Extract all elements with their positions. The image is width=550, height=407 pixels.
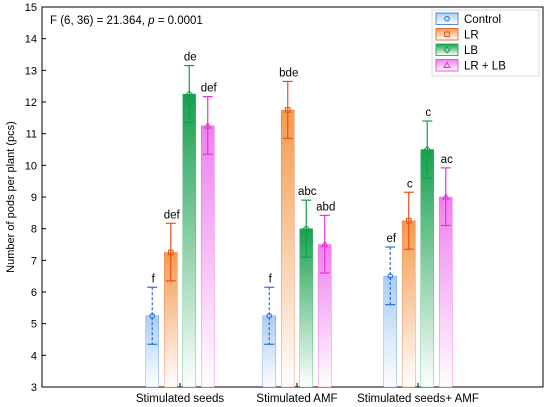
y-tick-label: 5	[31, 319, 37, 331]
significance-label: c	[407, 178, 413, 190]
legend-marker	[443, 61, 451, 68]
bar	[281, 109, 295, 388]
mean-marker	[302, 224, 310, 233]
x-tick-label: Stimulated seeds	[136, 393, 224, 405]
legend-marker	[444, 15, 450, 22]
y-axis: 3 4 5 6 7 8 9 10 11 12 13 14 15	[25, 2, 46, 394]
mean-marker	[320, 240, 329, 248]
anova-annotation: F (6, 36) = 21.364, p = 0.0001	[50, 15, 203, 27]
error-bar-group	[147, 64, 451, 345]
mean-marker	[185, 90, 193, 98]
bar	[383, 275, 397, 388]
legend-marker	[443, 46, 451, 54]
x-tick-label: Stimulated seeds+ AMF	[357, 393, 479, 405]
significance-label: def	[164, 209, 181, 221]
significance-label: de	[184, 52, 197, 64]
significance-label: f	[152, 273, 156, 285]
mean-marker	[387, 273, 394, 279]
legend-label: LB	[464, 45, 478, 57]
mean-marker	[167, 249, 174, 256]
y-tick-label: 6	[31, 287, 37, 299]
significance-label: c	[425, 107, 431, 119]
legend-swatch	[435, 43, 459, 56]
mean-marker	[203, 121, 212, 129]
significance-label: bde	[279, 67, 298, 79]
bar	[201, 125, 215, 388]
y-tick-label: 10	[25, 160, 37, 172]
legend-label: Control	[464, 14, 501, 26]
bar	[262, 315, 276, 388]
y-tick-label: 8	[31, 224, 37, 236]
significance-label: def	[201, 83, 218, 95]
y-tick-label: 9	[31, 192, 37, 204]
y-tick-label: 4	[31, 350, 37, 362]
y-tick-label: 12	[25, 97, 37, 109]
x-tick-label: Stimulated AMF	[256, 393, 337, 405]
y-tick-label: 7	[31, 255, 37, 267]
legend: Control LR LB LR + LB	[431, 9, 540, 77]
bar	[145, 315, 159, 388]
y-tick-label: 14	[25, 34, 37, 46]
y-axis-title: Number of pods per plant (pcs)	[5, 121, 17, 273]
mean-marker	[284, 107, 291, 113]
legend-swatch	[435, 28, 459, 41]
mean-marker	[149, 312, 156, 319]
legend-swatch	[435, 12, 459, 25]
mean-marker	[441, 192, 450, 200]
mean-marker	[266, 312, 273, 319]
significance-label-group: f def de def f bde abc abd ef c c ac	[152, 52, 453, 286]
legend-label: LR + LB	[464, 61, 506, 73]
significance-label: abc	[298, 186, 317, 198]
significance-label: ac	[441, 154, 453, 166]
x-axis: Stimulated seeds Stimulated AMF Stimulated…	[136, 383, 479, 405]
bar-series-group	[145, 93, 453, 388]
bar	[420, 149, 434, 388]
legend-marker	[444, 31, 450, 38]
significance-label: ef	[386, 233, 396, 245]
bar	[182, 93, 196, 388]
mean-marker	[423, 145, 431, 154]
y-tick-label: 11	[26, 129, 37, 141]
y-tick-label: 15	[25, 2, 37, 14]
y-tick-label: 3	[31, 382, 37, 394]
y-tick-label: 13	[25, 65, 37, 77]
legend-swatch	[435, 59, 459, 72]
significance-label: abd	[316, 201, 335, 213]
significance-label: f	[269, 273, 273, 285]
legend-label: LR	[464, 30, 479, 42]
mean-marker	[405, 217, 412, 224]
